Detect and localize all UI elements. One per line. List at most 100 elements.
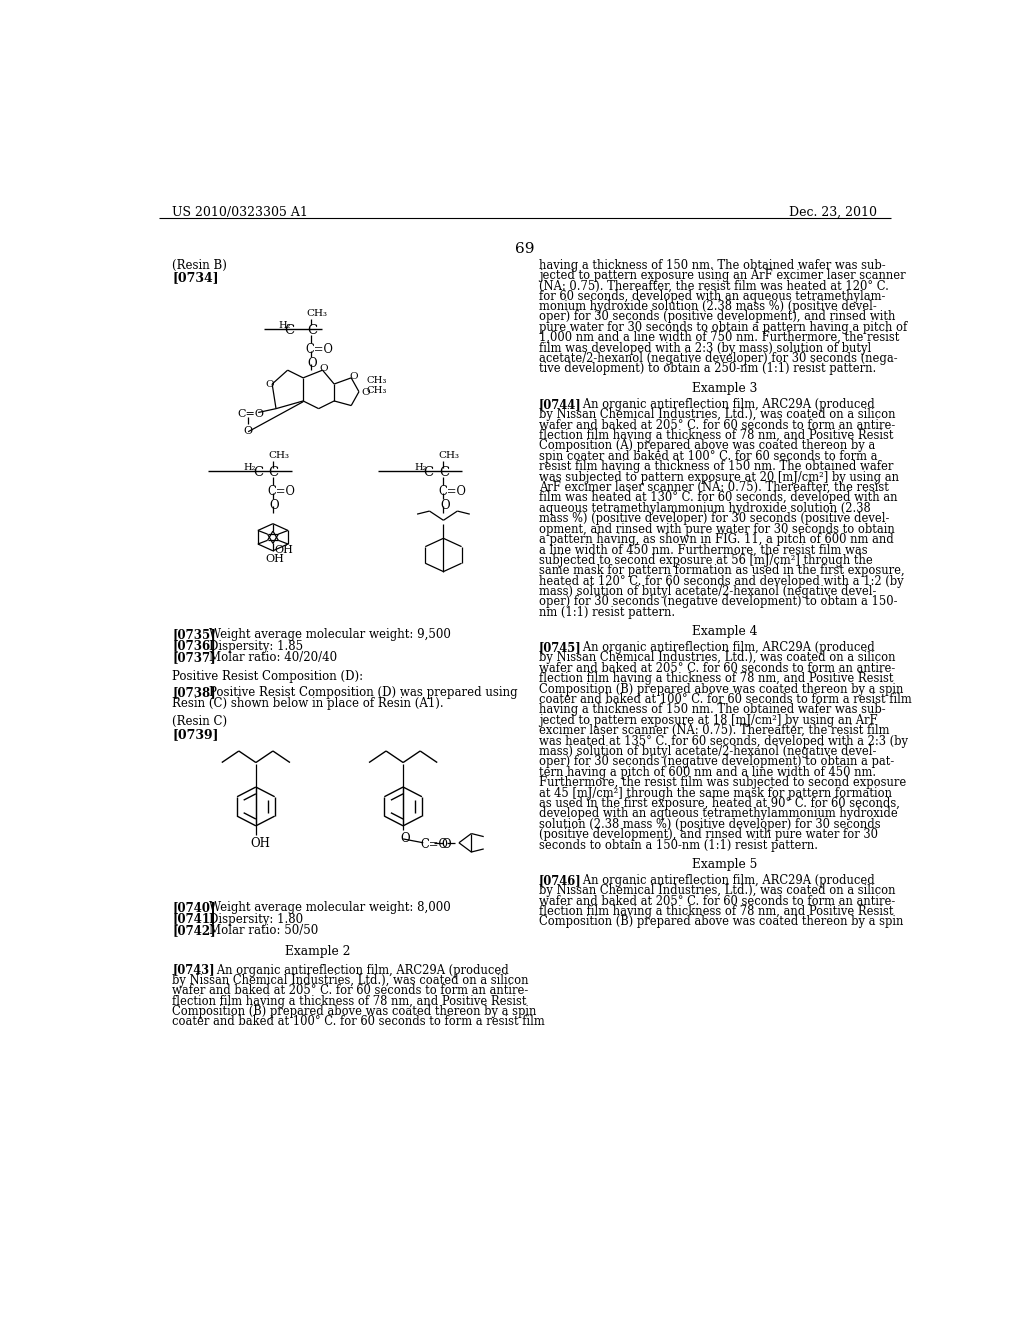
Text: Composition (B) prepared above was coated thereon by a spin: Composition (B) prepared above was coate… <box>539 916 903 928</box>
Text: 69: 69 <box>515 242 535 256</box>
Text: having a thickness of 150 nm. The obtained wafer was sub-: having a thickness of 150 nm. The obtain… <box>539 704 886 717</box>
Text: OH: OH <box>274 545 293 556</box>
Text: by Nissan Chemical Industries, Ltd.), was coated on a silicon: by Nissan Chemical Industries, Ltd.), wa… <box>539 652 895 664</box>
Text: a line width of 450 nm. Furthermore, the resist film was: a line width of 450 nm. Furthermore, the… <box>539 544 867 556</box>
Text: excimer laser scanner (NA: 0.75). Thereafter, the resist film: excimer laser scanner (NA: 0.75). Therea… <box>539 725 889 737</box>
Text: An organic antireflection film, ARC29A (produced: An organic antireflection film, ARC29A (… <box>572 874 874 887</box>
Text: [0742]: [0742] <box>172 924 216 937</box>
Text: oper) for 30 seconds (positive development), and rinsed with: oper) for 30 seconds (positive developme… <box>539 310 895 323</box>
Text: C=O: C=O <box>420 838 449 851</box>
Text: Positive Resist Composition (D) was prepared using: Positive Resist Composition (D) was prep… <box>209 686 518 700</box>
Text: Resin (C) shown below in place of Resin (A1).: Resin (C) shown below in place of Resin … <box>172 697 443 710</box>
Text: O: O <box>349 372 358 380</box>
Text: [0735]: [0735] <box>172 628 216 642</box>
Text: C=O: C=O <box>267 484 295 498</box>
Text: jected to pattern exposure using an ArF excimer laser scanner: jected to pattern exposure using an ArF … <box>539 269 905 282</box>
Text: coater and baked at 100° C. for 60 seconds to form a resist film: coater and baked at 100° C. for 60 secon… <box>172 1015 545 1028</box>
Text: Molar ratio: 50/50: Molar ratio: 50/50 <box>209 924 318 937</box>
Text: jected to pattern exposure at 18 [mJ/cm²] by using an ArF: jected to pattern exposure at 18 [mJ/cm²… <box>539 714 878 727</box>
Text: C: C <box>438 466 449 479</box>
Text: O: O <box>319 364 328 374</box>
Text: Weight average molecular weight: 8,000: Weight average molecular weight: 8,000 <box>209 902 452 915</box>
Text: [0737]: [0737] <box>172 651 216 664</box>
Text: was heated at 135° C. for 60 seconds, developed with a 2:3 (by: was heated at 135° C. for 60 seconds, de… <box>539 735 907 747</box>
Text: mass %) (positive developer) for 30 seconds (positive devel-: mass %) (positive developer) for 30 seco… <box>539 512 889 525</box>
Text: CH₃: CH₃ <box>268 451 289 459</box>
Text: Example 5: Example 5 <box>692 858 758 871</box>
Text: Composition (B) prepared above was coated thereon by a spin: Composition (B) prepared above was coate… <box>172 1005 537 1018</box>
Text: O: O <box>400 832 410 845</box>
Text: CH₃: CH₃ <box>438 451 460 459</box>
Text: developed with an aqueous tetramethylammonium hydroxide: developed with an aqueous tetramethylamm… <box>539 808 897 820</box>
Text: O: O <box>265 380 273 389</box>
Text: Positive Resist Composition (D):: Positive Resist Composition (D): <box>172 669 364 682</box>
Text: film was heated at 130° C. for 60 seconds, developed with an: film was heated at 130° C. for 60 second… <box>539 491 897 504</box>
Text: wafer and baked at 205° C. for 60 seconds to form an antire-: wafer and baked at 205° C. for 60 second… <box>539 418 895 432</box>
Text: for 60 seconds, developed with an aqueous tetramethylam-: for 60 seconds, developed with an aqueou… <box>539 289 885 302</box>
Text: C: C <box>253 466 263 479</box>
Text: subjected to second exposure at 56 [mJ/cm²] through the: subjected to second exposure at 56 [mJ/c… <box>539 553 872 566</box>
Text: C=O: C=O <box>238 409 264 418</box>
Text: Dispersity: 1.80: Dispersity: 1.80 <box>209 912 303 925</box>
Text: by Nissan Chemical Industries, Ltd.), was coated on a silicon: by Nissan Chemical Industries, Ltd.), wa… <box>539 408 895 421</box>
Text: O: O <box>270 499 280 512</box>
Text: [0738]: [0738] <box>172 686 216 700</box>
Text: CH₃: CH₃ <box>367 376 387 385</box>
Text: Dec. 23, 2010: Dec. 23, 2010 <box>790 206 878 219</box>
Text: H₂: H₂ <box>414 463 426 473</box>
Text: [0743]: [0743] <box>172 964 215 977</box>
Text: H₂: H₂ <box>279 321 291 330</box>
Text: flection film having a thickness of 78 nm, and Positive Resist: flection film having a thickness of 78 n… <box>172 995 526 1007</box>
Text: pure water for 30 seconds to obtain a pattern having a pitch of: pure water for 30 seconds to obtain a pa… <box>539 321 907 334</box>
Text: (positive development), and rinsed with pure water for 30: (positive development), and rinsed with … <box>539 828 878 841</box>
Text: at 45 [mJ/cm²] through the same mask for pattern formation: at 45 [mJ/cm²] through the same mask for… <box>539 787 892 800</box>
Text: nm (1:1) resist pattern.: nm (1:1) resist pattern. <box>539 606 675 619</box>
Text: O: O <box>442 838 452 851</box>
Text: seconds to obtain a 150-nm (1:1) resist pattern.: seconds to obtain a 150-nm (1:1) resist … <box>539 838 818 851</box>
Text: was subjected to pattern exposure at 20 [mJ/cm²] by using an: was subjected to pattern exposure at 20 … <box>539 470 899 483</box>
Text: C: C <box>285 323 295 337</box>
Text: by Nissan Chemical Industries, Ltd.), was coated on a silicon: by Nissan Chemical Industries, Ltd.), wa… <box>172 974 528 987</box>
Text: CH₃: CH₃ <box>367 385 387 395</box>
Text: acetate/2-hexanol (negative developer) for 30 seconds (nega-: acetate/2-hexanol (negative developer) f… <box>539 352 897 366</box>
Text: (Resin C): (Resin C) <box>172 715 227 729</box>
Text: C=O: C=O <box>438 484 466 498</box>
Text: O: O <box>440 499 450 512</box>
Text: resist film having a thickness of 150 nm. The obtained wafer: resist film having a thickness of 150 nm… <box>539 461 893 473</box>
Text: heated at 120° C. for 60 seconds and developed with a 1:2 (by: heated at 120° C. for 60 seconds and dev… <box>539 574 903 587</box>
Text: Example 4: Example 4 <box>692 626 758 639</box>
Text: [0739]: [0739] <box>172 727 219 741</box>
Text: solution (2.38 mass %) (positive developer) for 30 seconds: solution (2.38 mass %) (positive develop… <box>539 818 881 830</box>
Text: as used in the first exposure, heated at 90° C. for 60 seconds,: as used in the first exposure, heated at… <box>539 797 900 810</box>
Text: [0746]: [0746] <box>539 874 582 887</box>
Text: Example 2: Example 2 <box>285 945 350 958</box>
Text: monium hydroxide solution (2.38 mass %) (positive devel-: monium hydroxide solution (2.38 mass %) … <box>539 300 877 313</box>
Text: flection film having a thickness of 78 nm, and Positive Resist: flection film having a thickness of 78 n… <box>539 906 893 919</box>
Text: O: O <box>361 388 370 397</box>
Text: O: O <box>244 425 253 436</box>
Text: coater and baked at 100° C. for 60 seconds to form a resist film: coater and baked at 100° C. for 60 secon… <box>539 693 911 706</box>
Text: C: C <box>423 466 433 479</box>
Text: Composition (A) prepared above was coated thereon by a: Composition (A) prepared above was coate… <box>539 440 874 453</box>
Text: (Resin B): (Resin B) <box>172 259 227 272</box>
Text: wafer and baked at 205° C. for 60 seconds to form an antire-: wafer and baked at 205° C. for 60 second… <box>539 661 895 675</box>
Text: OH: OH <box>251 837 270 850</box>
Text: spin coater and baked at 100° C. for 60 seconds to form a: spin coater and baked at 100° C. for 60 … <box>539 450 878 463</box>
Text: An organic antireflection film, ARC29A (produced: An organic antireflection film, ARC29A (… <box>572 642 874 653</box>
Text: oper) for 30 seconds (negative development) to obtain a 150-: oper) for 30 seconds (negative developme… <box>539 595 897 609</box>
Text: tive development) to obtain a 250-nm (1:1) resist pattern.: tive development) to obtain a 250-nm (1:… <box>539 363 876 375</box>
Text: opment, and rinsed with pure water for 30 seconds to obtain: opment, and rinsed with pure water for 3… <box>539 523 895 536</box>
Text: O: O <box>308 358 317 370</box>
Text: C: C <box>307 323 317 337</box>
Text: oper) for 30 seconds (negative development) to obtain a pat-: oper) for 30 seconds (negative developme… <box>539 755 894 768</box>
Text: ArF excimer laser scanner (NA: 0.75). Thereafter, the resist: ArF excimer laser scanner (NA: 0.75). Th… <box>539 480 889 494</box>
Text: Composition (B) prepared above was coated thereon by a spin: Composition (B) prepared above was coate… <box>539 682 903 696</box>
Text: [0734]: [0734] <box>172 271 219 284</box>
Text: [0741]: [0741] <box>172 912 216 925</box>
Text: a pattern having, as shown in FIG. 11, a pitch of 600 nm and: a pattern having, as shown in FIG. 11, a… <box>539 533 894 546</box>
Text: having a thickness of 150 nm. The obtained wafer was sub-: having a thickness of 150 nm. The obtain… <box>539 259 886 272</box>
Text: mass) solution of butyl acetate/2-hexanol (negative devel-: mass) solution of butyl acetate/2-hexano… <box>539 585 877 598</box>
Text: Molar ratio: 40/20/40: Molar ratio: 40/20/40 <box>209 651 338 664</box>
Text: mass) solution of butyl acetate/2-hexanol (negative devel-: mass) solution of butyl acetate/2-hexano… <box>539 744 877 758</box>
Text: same mask for pattern formation as used in the first exposure,: same mask for pattern formation as used … <box>539 564 904 577</box>
